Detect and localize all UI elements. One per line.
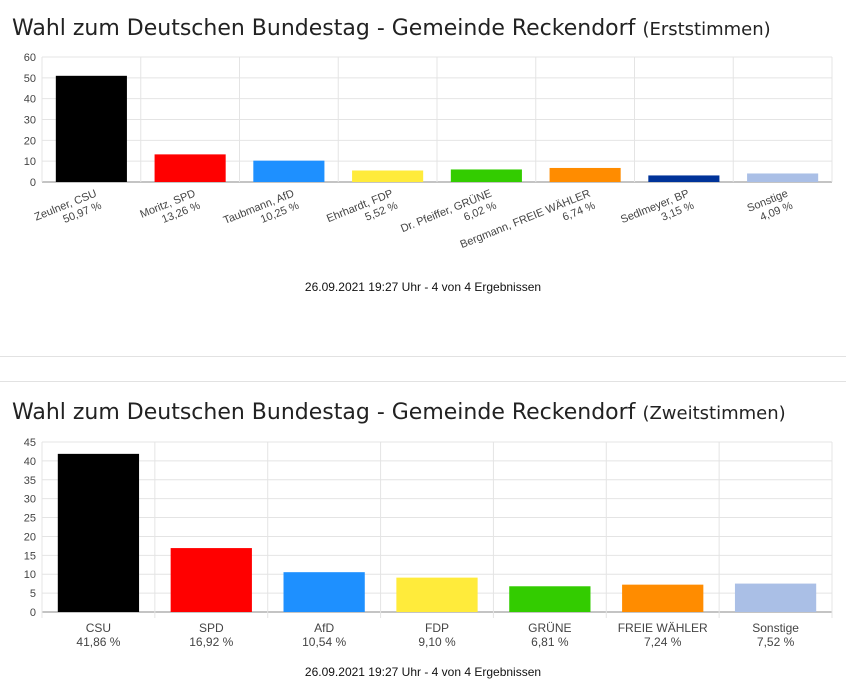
data-label: 9,10 % xyxy=(418,635,456,649)
y-tick-label: 30 xyxy=(24,115,36,127)
bar xyxy=(622,584,704,612)
y-tick-label: 15 xyxy=(24,550,36,562)
bar xyxy=(57,453,140,612)
bar xyxy=(352,170,424,182)
x-tick-label: CSU xyxy=(86,621,111,635)
bar xyxy=(450,169,522,182)
bar xyxy=(253,160,325,182)
bar xyxy=(55,75,127,182)
x-tick-label: GRÜNE xyxy=(528,621,571,635)
bar xyxy=(509,586,591,612)
bar xyxy=(396,577,478,612)
data-label: 16,92 % xyxy=(189,635,233,649)
y-tick-label: 60 xyxy=(24,52,36,64)
y-tick-label: 5 xyxy=(30,588,36,600)
data-label: 6,81 % xyxy=(531,635,569,649)
bar xyxy=(283,572,365,612)
chart-footer: 26.09.2021 19:27 Uhr - 4 von 4 Ergebniss… xyxy=(304,280,542,294)
bar xyxy=(170,548,252,612)
x-tick-label: SPD xyxy=(199,621,224,635)
chart-title-text: Wahl zum Deutschen Bundestag - Gemeinde … xyxy=(12,16,636,41)
y-tick-label: 45 xyxy=(24,437,36,449)
x-tick-label: FDP xyxy=(425,621,449,635)
x-tick-label: Sonstige xyxy=(752,621,799,635)
chart-subtitle: (Erststimmen) xyxy=(642,19,771,40)
y-tick-label: 0 xyxy=(30,607,36,619)
x-tick-label-group: Sedlmeyer, BP3,15 % xyxy=(619,188,696,226)
data-label: 10,54 % xyxy=(302,635,346,649)
chart-title-text: Wahl zum Deutschen Bundestag - Gemeinde … xyxy=(12,400,636,425)
section-divider xyxy=(0,356,846,357)
x-tick-label: FREIE WÄHLER xyxy=(618,621,708,635)
y-tick-label: 40 xyxy=(24,94,36,106)
data-label: 7,52 % xyxy=(757,635,795,649)
erststimmen-section: Wahl zum Deutschen Bundestag - Gemeinde … xyxy=(12,16,833,294)
zweitstimmen-section: Wahl zum Deutschen Bundestag - Gemeinde … xyxy=(0,382,846,686)
bar xyxy=(747,173,819,182)
y-tick-label: 10 xyxy=(24,569,36,581)
x-tick-label: AfD xyxy=(314,621,334,635)
bar xyxy=(734,583,817,612)
chart-title: Wahl zum Deutschen Bundestag - Gemeinde … xyxy=(12,400,786,425)
chart-title: Wahl zum Deutschen Bundestag - Gemeinde … xyxy=(12,16,771,41)
y-tick-label: 20 xyxy=(24,531,36,543)
y-tick-label: 35 xyxy=(24,475,36,487)
y-tick-label: 10 xyxy=(24,156,36,168)
bar xyxy=(648,175,720,182)
bar xyxy=(549,167,621,182)
data-label: 41,86 % xyxy=(76,635,120,649)
y-tick-label: 0 xyxy=(30,177,36,189)
y-tick-label: 50 xyxy=(24,73,36,85)
y-tick-label: 40 xyxy=(24,456,36,468)
bar xyxy=(154,154,226,182)
y-tick-label: 30 xyxy=(24,494,36,506)
chart-footer: 26.09.2021 19:27 Uhr - 4 von 4 Ergebniss… xyxy=(304,665,542,679)
section-divider xyxy=(0,381,846,382)
y-tick-label: 20 xyxy=(24,135,36,147)
data-label: 7,24 % xyxy=(644,635,682,649)
y-tick-label: 25 xyxy=(24,513,36,525)
chart-subtitle: (Zweitstimmen) xyxy=(642,403,786,424)
